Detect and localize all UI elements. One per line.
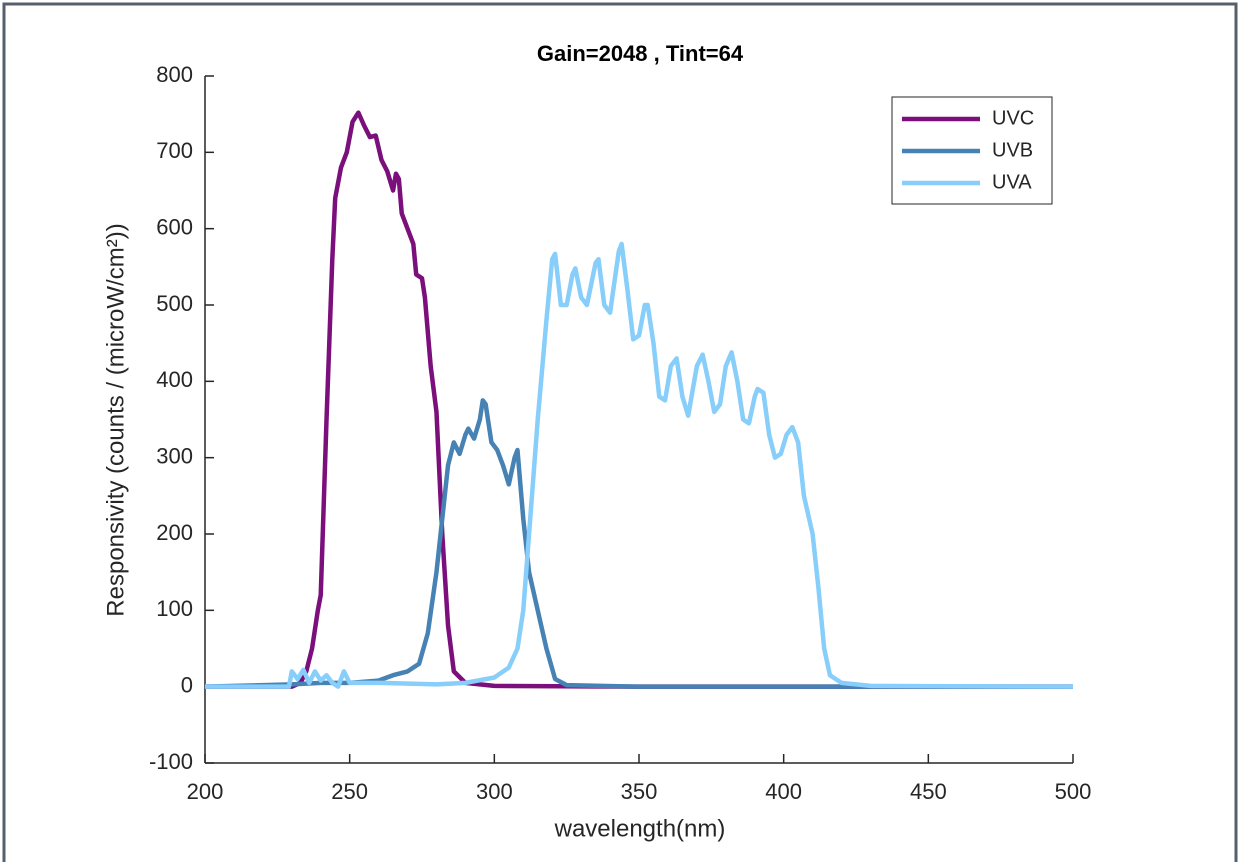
y-tick-label: 300 xyxy=(156,443,193,468)
y-tick-label: 100 xyxy=(156,596,193,621)
y-tick-label: 800 xyxy=(156,62,193,87)
y-axis-label: Responsivity (counts / (microW/cm²)) xyxy=(102,223,129,616)
y-tick-label: 600 xyxy=(156,214,193,239)
legend-label: UVC xyxy=(992,107,1034,129)
x-tick-label: 300 xyxy=(476,779,513,804)
x-tick-label: 500 xyxy=(1055,779,1092,804)
y-tick-label: 500 xyxy=(156,291,193,316)
legend-label: UVA xyxy=(992,171,1032,193)
x-tick-label: 200 xyxy=(187,779,224,804)
y-tick-label: -100 xyxy=(149,749,193,774)
legend-label: UVB xyxy=(992,139,1033,161)
y-tick-label: 200 xyxy=(156,520,193,545)
x-axis-label: wavelength(nm) xyxy=(554,815,726,842)
y-tick-label: 700 xyxy=(156,138,193,163)
y-tick-label: 0 xyxy=(181,672,193,697)
x-tick-label: 350 xyxy=(621,779,658,804)
y-tick-label: 400 xyxy=(156,367,193,392)
series-line xyxy=(204,398,1073,689)
chart-title: Gain=2048 , Tint=64 xyxy=(537,41,744,66)
series-line xyxy=(205,241,1074,689)
x-tick-label: 250 xyxy=(331,779,368,804)
x-tick-label: 400 xyxy=(765,779,802,804)
x-tick-label: 450 xyxy=(910,779,947,804)
